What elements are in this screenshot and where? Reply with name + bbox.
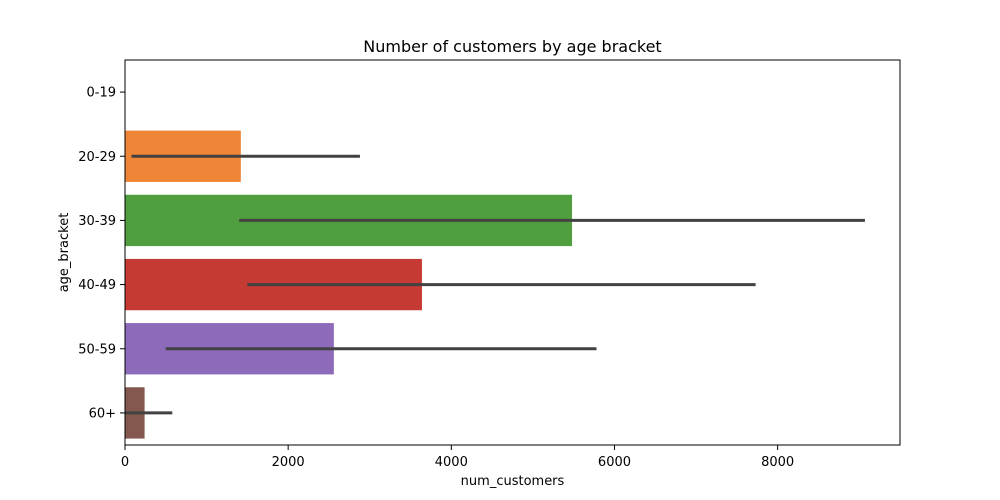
y-axis-label: age_bracket — [57, 213, 72, 293]
y-tick-label-30-39: 30-39 — [78, 214, 116, 229]
y-tick-label-50-59: 50-59 — [78, 342, 116, 357]
y-tick-label-20-29: 20-29 — [78, 150, 116, 165]
x-tick-label-4000: 4000 — [435, 455, 468, 470]
x-tick-label-8000: 8000 — [761, 455, 794, 470]
y-tick-label-0-19: 0-19 — [86, 86, 116, 101]
error-bars — [125, 154, 865, 415]
y-tick-label-60+: 60+ — [89, 406, 116, 421]
x-axis-ticks: 0 2000 4000 6000 8000 — [121, 445, 794, 470]
x-tick-label-6000: 6000 — [598, 455, 631, 470]
y-tick-label-40-49: 40-49 — [78, 278, 116, 293]
x-axis-label: num_customers — [461, 474, 565, 489]
x-tick-label-2000: 2000 — [272, 455, 305, 470]
chart-title: Number of customers by age bracket — [363, 37, 661, 56]
x-tick-label-0: 0 — [121, 455, 129, 470]
plot-frame — [124, 59, 901, 446]
y-axis-ticks: 0-19 20-29 30-39 40-49 50-59 60+ — [78, 86, 125, 421]
